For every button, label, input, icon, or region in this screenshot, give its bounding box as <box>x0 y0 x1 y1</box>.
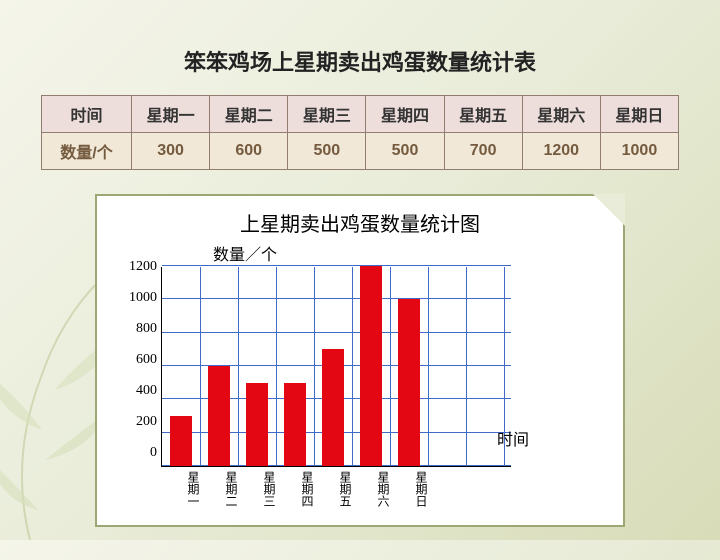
x-tick: 星期六 <box>351 471 389 507</box>
table-data-row: 数量/个 300 600 500 500 700 1200 1000 <box>42 133 679 170</box>
header-cell: 星期五 <box>444 96 522 133</box>
bar <box>284 383 306 466</box>
y-tick: 400 <box>113 384 157 398</box>
y-axis-ticks: 120010008006004002000 <box>113 267 157 467</box>
gridline-h <box>162 265 511 266</box>
x-tick: 星期三 <box>237 471 275 507</box>
data-cell: 1200 <box>522 133 600 170</box>
data-cell: 600 <box>210 133 288 170</box>
header-cell: 星期二 <box>210 96 288 133</box>
y-tick: 1200 <box>113 260 157 274</box>
bar <box>398 299 420 466</box>
bar <box>246 383 268 466</box>
x-tick: 星期四 <box>275 471 313 507</box>
y-tick: 800 <box>113 322 157 336</box>
header-cell: 星期一 <box>132 96 210 133</box>
gridline-v <box>428 267 429 466</box>
gridline-v <box>314 267 315 466</box>
data-table: 时间 星期一 星期二 星期三 星期四 星期五 星期六 星期日 数量/个 300 … <box>41 95 679 170</box>
gridline-v <box>200 267 201 466</box>
header-cell: 时间 <box>42 96 132 133</box>
x-tick: 星期一 <box>161 471 199 507</box>
data-cell: 700 <box>444 133 522 170</box>
x-axis-ticks: 星期一星期二星期三星期四星期五星期六星期日 <box>161 467 511 507</box>
gridline-v <box>390 267 391 466</box>
chart-title: 上星期卖出鸡蛋数量统计图 <box>113 208 607 237</box>
y-tick: 0 <box>113 446 157 460</box>
y-axis-label: 数量／个 <box>213 241 607 265</box>
bar <box>208 366 230 466</box>
bar <box>170 416 192 466</box>
data-cell: 500 <box>366 133 444 170</box>
x-tick: 星期二 <box>199 471 237 507</box>
row-label: 数量/个 <box>42 133 132 170</box>
y-tick: 1000 <box>113 291 157 305</box>
data-cell: 300 <box>132 133 210 170</box>
gridline-v <box>238 267 239 466</box>
header-cell: 星期六 <box>522 96 600 133</box>
data-cell: 1000 <box>600 133 678 170</box>
x-tick: 星期日 <box>389 471 427 507</box>
header-cell: 星期日 <box>600 96 678 133</box>
gridline-v <box>352 267 353 466</box>
y-tick: 200 <box>113 415 157 429</box>
gridline-v <box>466 267 467 466</box>
data-cell: 500 <box>288 133 366 170</box>
plot-area <box>161 267 511 467</box>
gridline-h <box>162 298 511 299</box>
page-title: 笨笨鸡场上星期卖出鸡蛋数量统计表 <box>0 0 720 77</box>
y-tick: 600 <box>113 353 157 367</box>
gridline-v <box>276 267 277 466</box>
x-tick: 星期五 <box>313 471 351 507</box>
chart-container: 上星期卖出鸡蛋数量统计图 数量／个 120010008006004002000 … <box>95 194 625 527</box>
x-axis-label: 时间 <box>497 426 529 450</box>
header-cell: 星期三 <box>288 96 366 133</box>
gridline-h <box>162 332 511 333</box>
header-cell: 星期四 <box>366 96 444 133</box>
table-header-row: 时间 星期一 星期二 星期三 星期四 星期五 星期六 星期日 <box>42 96 679 133</box>
bar <box>360 266 382 466</box>
bar <box>322 349 344 466</box>
